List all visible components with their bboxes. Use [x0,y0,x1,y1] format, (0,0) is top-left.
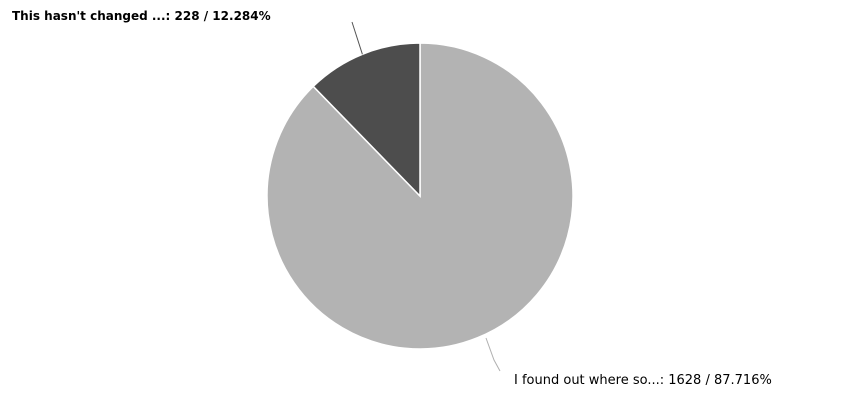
slice-label-i-found-out: I found out where so...: 1628 / 87.716% [514,373,772,388]
labels-layer: This hasn't changed ...: 228 / 12.284% I… [12,9,772,388]
leader-lines-layer [351,21,501,372]
leader-line-i-found-out [485,337,501,372]
leader-line-this-hasnt-changed [351,21,363,55]
slices-layer [266,42,574,350]
slice-label-this-hasnt-changed: This hasn't changed ...: 228 / 12.284% [12,9,271,23]
